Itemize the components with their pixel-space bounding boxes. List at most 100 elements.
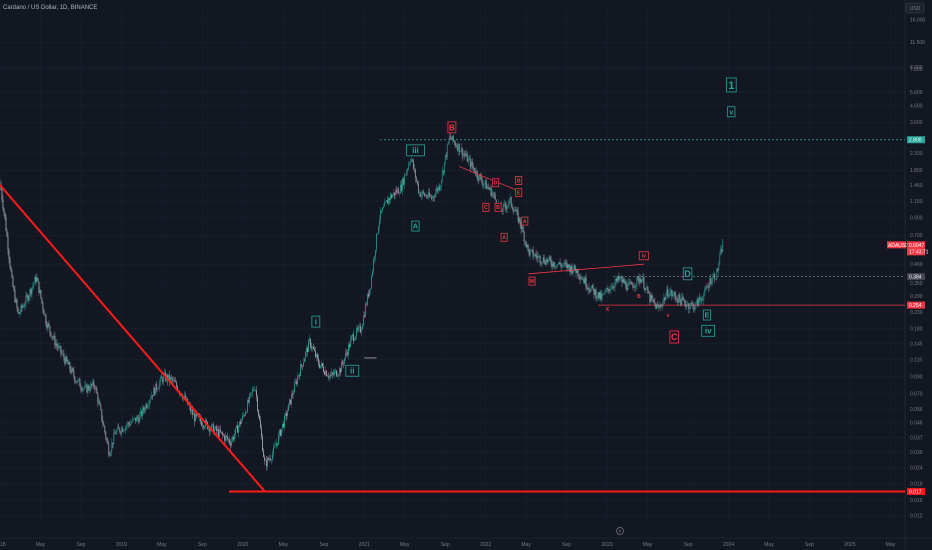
candle-body — [422, 191, 424, 194]
candle-body — [5, 217, 7, 231]
candle-body — [506, 206, 508, 209]
candle-body — [453, 140, 455, 143]
candles — [0, 132, 724, 471]
candle-body — [104, 425, 106, 432]
wave-label-box — [682, 267, 693, 281]
x-tick-label: 2019 — [116, 542, 127, 548]
wave-label-box — [725, 77, 737, 93]
candle-body — [42, 302, 44, 310]
candle-body — [384, 202, 385, 207]
candle-body — [649, 293, 651, 303]
candle-body — [332, 372, 333, 374]
candle-body — [52, 336, 54, 338]
candle-body — [578, 275, 580, 277]
candle-body — [556, 264, 558, 267]
candle-body — [502, 203, 504, 212]
candle-body — [400, 184, 402, 191]
candle-body — [460, 147, 462, 152]
candle-body — [495, 199, 497, 206]
candle-body — [233, 436, 234, 440]
candle-body — [392, 192, 394, 196]
candle-body — [444, 155, 446, 163]
candle-body — [667, 289, 669, 297]
candle-body — [105, 431, 107, 439]
candle-body — [379, 219, 380, 227]
candle-body — [669, 292, 671, 297]
candle-body — [620, 277, 622, 278]
candle-body — [267, 457, 268, 467]
candle-body — [591, 285, 593, 288]
wave-label-box — [638, 251, 649, 261]
candle-body — [304, 358, 305, 363]
candle-body — [339, 368, 340, 375]
candle-body — [261, 428, 262, 437]
price-level-badge — [907, 301, 925, 309]
y-tick-label: 0.056 — [910, 407, 923, 413]
candle-body — [434, 192, 436, 198]
scroll-to-end-icon[interactable] — [616, 527, 624, 535]
candle-body — [428, 192, 430, 197]
candle-body — [260, 420, 261, 429]
candle-body — [315, 350, 316, 357]
candle-body — [102, 420, 104, 424]
current-price-badge — [907, 241, 925, 256]
candle-body — [193, 413, 195, 415]
candle-body — [82, 388, 84, 391]
candle-body — [359, 326, 360, 328]
candle-body — [658, 306, 660, 308]
candle-body — [579, 276, 581, 280]
x-axis[interactable]: 2018 May Sep 2019 May Sep 2020 May Sep 2021 May Sep… — [0, 542, 896, 548]
x-tick-label: May — [400, 542, 410, 548]
candle-body — [686, 304, 688, 307]
wave-label-box — [669, 330, 679, 344]
currency-button[interactable]: USD — [905, 2, 925, 14]
candle-body — [380, 210, 381, 220]
candle-body — [361, 329, 362, 333]
candle-body — [385, 201, 386, 203]
candle-body — [20, 305, 22, 313]
candle-body — [287, 410, 288, 417]
candle-body — [487, 186, 489, 189]
candle-body — [170, 377, 172, 382]
candle-body — [302, 365, 303, 367]
candle-body — [352, 334, 353, 337]
wave-label-box — [515, 188, 523, 198]
candle-body — [381, 210, 382, 212]
wave-label: B — [517, 178, 521, 184]
candle-body — [376, 233, 377, 250]
candle-body — [660, 305, 662, 307]
candle-body — [416, 180, 418, 184]
candle-body — [600, 292, 602, 300]
candle-body — [194, 413, 196, 422]
candle-body — [564, 262, 566, 264]
candle-body — [151, 395, 153, 399]
candle-body — [593, 288, 595, 295]
candle-body — [519, 217, 521, 225]
candle-body — [470, 161, 472, 168]
candle-body — [509, 197, 511, 200]
candle-body — [482, 183, 484, 185]
candle-body — [477, 177, 479, 181]
candle-body — [670, 290, 672, 293]
candle-body — [119, 428, 121, 433]
candle-body — [184, 395, 186, 397]
candle-body — [24, 304, 26, 307]
wave-label: A — [523, 219, 527, 225]
wave-label-box — [406, 144, 425, 157]
candle-body — [195, 413, 197, 422]
candle-body — [297, 376, 298, 384]
candle-body — [586, 287, 588, 289]
candle-body — [617, 276, 619, 281]
y-tick-label: 0.070 — [910, 392, 923, 398]
candle-body — [310, 338, 311, 347]
candle-body — [264, 456, 265, 461]
candle-body — [430, 196, 432, 199]
candle-body — [321, 363, 322, 366]
candle-body — [153, 387, 155, 397]
candle-body — [234, 434, 235, 440]
x-tick-label: 2023 — [602, 542, 613, 548]
candle-body — [459, 151, 461, 152]
